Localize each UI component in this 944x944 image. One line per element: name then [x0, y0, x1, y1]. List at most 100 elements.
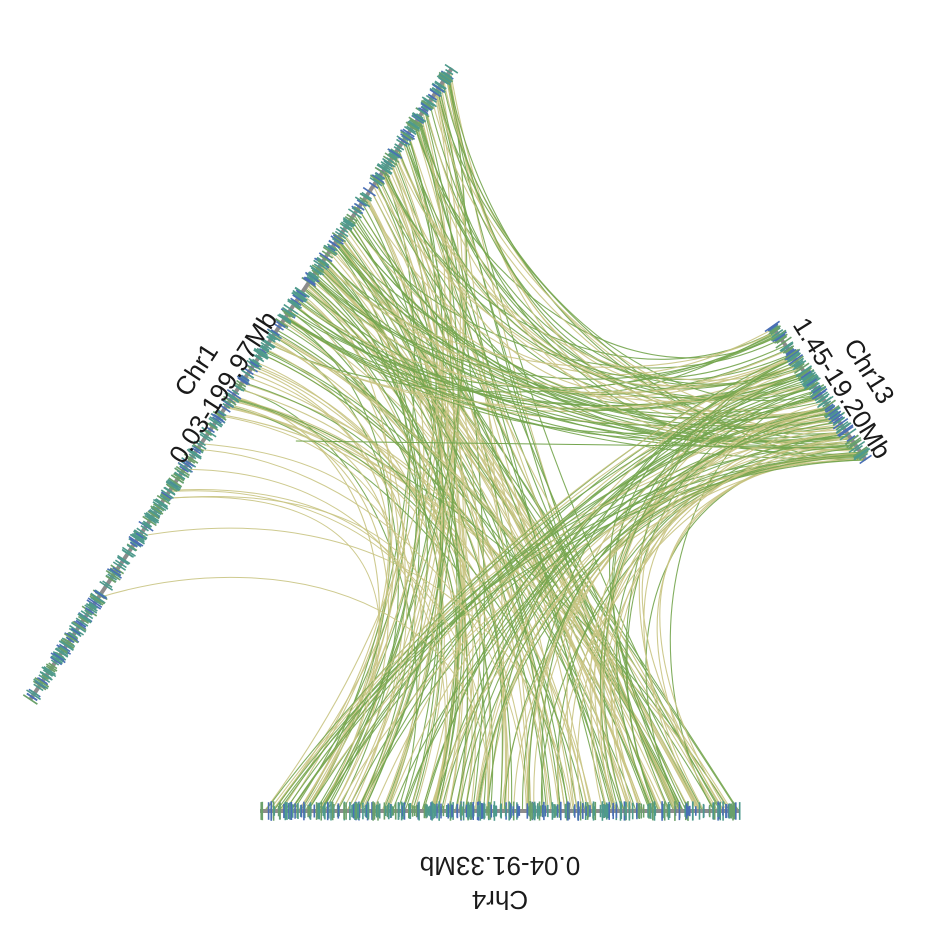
synteny-link: [423, 395, 822, 812]
gene-tick: [50, 656, 63, 666]
gene-tick: [105, 569, 121, 581]
gene-tick: [261, 337, 276, 348]
synteny-links: [98, 70, 867, 812]
gene-tick: [808, 382, 820, 391]
gene-tick: [173, 473, 185, 482]
synteny-link: [478, 418, 838, 812]
gene-tick: [395, 143, 404, 151]
synteny-link: [169, 490, 489, 812]
gene-tick: [405, 121, 421, 132]
gene-tick: [45, 665, 56, 673]
gene-tick: [179, 465, 189, 473]
synteny-link: [377, 178, 465, 812]
gene-tick: [827, 408, 838, 416]
gene-tick: [311, 264, 325, 274]
gene-tick: [217, 410, 226, 417]
gene-tick: [152, 505, 163, 513]
gene-tick: [388, 152, 398, 160]
gene-tick: [782, 345, 795, 354]
gene-tick: [32, 680, 47, 691]
gene-tick: [38, 674, 51, 683]
gene-tick: [792, 359, 807, 371]
gene-tick: [431, 87, 442, 95]
gene-tick: [832, 415, 844, 424]
gene-tick: [413, 114, 424, 122]
synteny-link: [428, 101, 864, 457]
gene-tick: [342, 217, 356, 227]
synteny-link: [437, 426, 844, 812]
gene-tick: [66, 636, 75, 643]
gene-tick: [58, 643, 71, 653]
gene-tick: [764, 320, 781, 333]
gene-tick: [330, 235, 344, 245]
gene-tick: [416, 107, 429, 117]
gene-tick: [153, 503, 165, 512]
gene-tick: [294, 286, 310, 298]
gene-tick: [183, 453, 199, 464]
gene-tick: [290, 297, 302, 307]
synteny-link: [600, 436, 851, 812]
gene-tick: [87, 597, 103, 608]
gene-tick: [427, 93, 438, 101]
synteny-link: [317, 385, 815, 812]
gene-tick: [304, 271, 320, 283]
gene-tick: [816, 395, 834, 409]
gene-tick: [247, 365, 256, 372]
synteny-link: [358, 444, 856, 812]
synteny-link: [296, 299, 806, 411]
gene-tick: [768, 323, 778, 331]
gene-tick: [145, 511, 160, 522]
gene-tick: [114, 559, 127, 569]
gene-tick: [42, 669, 54, 677]
synteny-link: [599, 358, 796, 812]
gene-tick: [72, 620, 87, 632]
gene-tick: [160, 492, 171, 501]
gene-tick: [401, 135, 409, 142]
gene-tick: [830, 413, 841, 421]
gene-tick: [342, 218, 355, 228]
gene-tick: [811, 385, 821, 393]
gene-tick: [321, 250, 334, 259]
gene-tick: [387, 148, 403, 159]
synteny-link: [268, 356, 795, 812]
synteny-link: [342, 231, 662, 812]
gene-tick: [143, 512, 160, 524]
gene-tick: [260, 345, 270, 352]
gene-tick: [785, 348, 797, 358]
gene-tick: [175, 465, 190, 477]
gene-tick: [415, 113, 424, 120]
gene-tick: [109, 568, 121, 577]
gene-tick: [208, 417, 223, 428]
gene-tick: [223, 395, 237, 406]
gene-tick: [855, 448, 866, 456]
gene-tick: [351, 205, 364, 215]
gene-tick: [274, 323, 284, 331]
gene-tick: [84, 609, 93, 616]
chr1-axis: [22, 63, 459, 705]
chr4-label-group: 0.04-91.33Mb Chr4: [420, 851, 580, 915]
gene-tick: [309, 265, 325, 276]
gene-tick: [787, 352, 801, 363]
gene-tick: [93, 589, 108, 600]
gene-tick: [283, 303, 299, 315]
gene-tick: [105, 575, 117, 583]
gene-tick: [129, 538, 142, 547]
gene-tick: [168, 477, 183, 488]
gene-tick: [341, 224, 350, 231]
chr1-label-group: Chr1 0.03-199.97Mb: [163, 306, 283, 469]
synteny-link: [389, 160, 789, 393]
gene-tick: [26, 692, 38, 701]
gene-tick: [425, 94, 437, 103]
gene-tick: [212, 416, 222, 424]
gene-tick: [267, 329, 281, 339]
gene-tick: [249, 361, 259, 368]
gene-tick: [259, 345, 269, 353]
gene-tick: [149, 508, 161, 518]
gene-tick: [390, 148, 401, 157]
gene-tick: [218, 403, 231, 413]
gene-tick: [284, 309, 293, 316]
synteny-link: [370, 189, 613, 812]
gene-tick: [313, 263, 325, 272]
gene-tick: [799, 369, 815, 382]
